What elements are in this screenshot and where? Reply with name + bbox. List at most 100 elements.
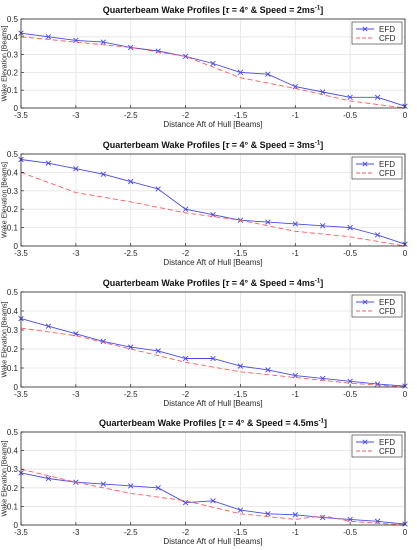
title-superscript: -1 xyxy=(315,279,321,285)
data-point-efd xyxy=(45,160,52,166)
legend-marker xyxy=(362,161,368,167)
x-tick-label: -3 xyxy=(72,528,80,537)
y-tick-label: 0.5 xyxy=(7,288,19,297)
y-tick-label: 0.5 xyxy=(7,15,19,24)
marker-stroke xyxy=(182,355,189,362)
title-superscript: -1 xyxy=(315,141,321,147)
marker-stroke xyxy=(237,507,244,513)
title-mid: = 4° & Speed = 2ms xyxy=(229,5,315,15)
data-point-efd xyxy=(100,481,107,487)
marker-stroke xyxy=(100,338,107,345)
axes-box xyxy=(20,291,406,388)
series-line-cfd xyxy=(20,468,406,526)
marker-stroke xyxy=(155,186,161,192)
y-tick-label: 0.3 xyxy=(7,187,19,196)
series-line-cfd xyxy=(20,36,406,109)
marker-stroke xyxy=(292,221,299,227)
marker-stroke xyxy=(182,206,189,212)
legend-marker xyxy=(362,439,368,445)
legend-label-cfd: CFD xyxy=(379,169,396,178)
legend-box xyxy=(351,156,403,180)
data-point-efd xyxy=(210,60,216,67)
x-tick-label: -2.5 xyxy=(124,528,138,537)
y-tick-label: 0.5 xyxy=(7,150,19,159)
data-point-efd xyxy=(127,483,134,489)
data-point-efd xyxy=(182,53,189,60)
marker-stroke xyxy=(265,511,271,517)
marker-stroke xyxy=(210,355,216,362)
x-tick-label: -3 xyxy=(72,390,80,399)
axes-box xyxy=(20,431,406,526)
series-line-cfd xyxy=(20,171,406,247)
y-tick-label: 0.4 xyxy=(7,33,19,42)
chart-title: Quarterbeam Wake Profiles [τ = 4° & Spee… xyxy=(99,418,327,428)
legend-label-efd: EFD xyxy=(379,25,395,34)
marker-stroke xyxy=(100,171,107,177)
data-point-efd xyxy=(237,69,244,76)
marker-stroke xyxy=(45,475,52,482)
chart-title: Quarterbeam Wake Profiles [τ = 4° & Spee… xyxy=(103,140,323,150)
x-tick-label: -2.5 xyxy=(124,390,138,399)
data-point-efd xyxy=(347,224,353,231)
data-point-efd xyxy=(292,221,299,227)
x-tick-label: -0.5 xyxy=(343,111,357,120)
x-tick-label: 0 xyxy=(403,528,408,537)
marker-stroke xyxy=(45,323,52,329)
x-axis-label: Distance Aft of Hull [Beams] xyxy=(163,258,262,267)
marker-stroke xyxy=(319,89,326,95)
legend-box xyxy=(351,294,403,318)
data-point-efd xyxy=(319,89,326,95)
x-tick-label: -2.5 xyxy=(124,111,138,120)
y-tick-label: 0.2 xyxy=(7,484,19,493)
marker-stroke xyxy=(374,232,381,238)
x-tick-label: -1.5 xyxy=(234,111,248,120)
marker-stroke xyxy=(155,485,161,491)
marker-stroke xyxy=(182,53,189,60)
title-suffix: ] xyxy=(320,5,323,15)
marker-stroke xyxy=(292,372,299,379)
data-point-efd xyxy=(73,166,79,172)
y-tick-label: 0 xyxy=(14,521,19,530)
title-suffix: ] xyxy=(320,278,323,288)
marker-stroke xyxy=(45,34,52,40)
plot-area xyxy=(21,154,405,246)
title-tau: τ xyxy=(226,140,231,150)
marker-stroke xyxy=(127,178,134,185)
data-point-efd xyxy=(292,372,299,379)
marker-stroke xyxy=(210,60,216,67)
x-tick-label: -1.5 xyxy=(234,528,248,537)
y-tick-label: 0 xyxy=(14,383,19,392)
y-tick-label: 0.5 xyxy=(7,428,19,437)
marker-stroke xyxy=(73,166,79,172)
data-point-efd xyxy=(45,475,52,482)
y-tick-label: 0.3 xyxy=(7,51,19,60)
title-suffix: ] xyxy=(324,418,327,428)
title-prefix: Quarterbeam Wake Profiles [ xyxy=(103,5,226,15)
y-tick-label: 0 xyxy=(14,104,19,113)
x-axis-label: Distance Aft of Hull [Beams] xyxy=(163,537,262,546)
x-tick-label: -3.5 xyxy=(14,249,28,258)
title-prefix: Quarterbeam Wake Profiles [ xyxy=(103,278,226,288)
data-point-efd xyxy=(265,71,271,77)
data-point-efd xyxy=(100,171,107,177)
marker-stroke xyxy=(73,37,79,44)
data-point-efd xyxy=(265,219,271,225)
x-tick-label: -1.5 xyxy=(234,249,248,258)
data-point-efd xyxy=(292,512,299,518)
legend-marker xyxy=(362,299,368,305)
x-tick-label: -2 xyxy=(182,111,190,120)
x-tick-label: -2 xyxy=(182,390,190,399)
data-point-efd xyxy=(182,206,189,212)
y-tick-label: 0.1 xyxy=(7,502,19,511)
y-axis-label: Wake Elevation [Beams] xyxy=(2,25,9,101)
marker-stroke xyxy=(347,94,353,101)
title-prefix: Quarterbeam Wake Profiles [ xyxy=(103,140,226,150)
title-mid: = 4° & Speed = 4.5ms xyxy=(225,418,318,428)
marker-stroke xyxy=(292,512,299,518)
x-tick-label: -3 xyxy=(72,111,80,120)
legend-label-cfd: CFD xyxy=(379,34,396,43)
x-axis-label: Distance Aft of Hull [Beams] xyxy=(163,399,262,408)
